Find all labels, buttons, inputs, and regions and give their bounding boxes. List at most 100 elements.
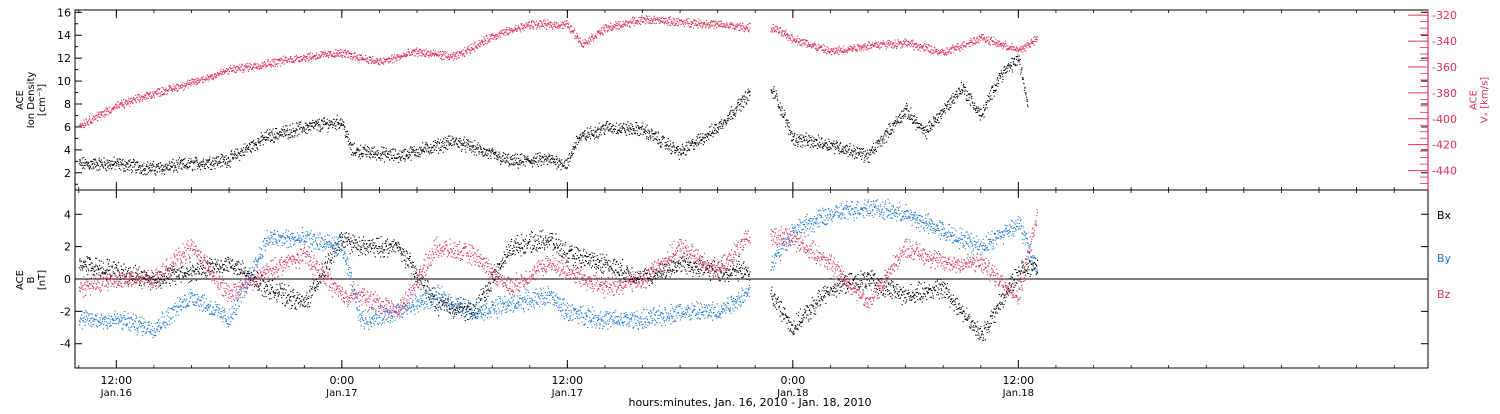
density-series-point bbox=[83, 162, 84, 163]
density-series-point bbox=[1011, 58, 1012, 59]
density-series-point bbox=[334, 119, 335, 120]
density-series-point bbox=[997, 86, 998, 87]
density-series-point bbox=[235, 154, 236, 155]
density-series-point bbox=[265, 140, 266, 141]
density-series-point bbox=[237, 149, 238, 150]
vx-series-point bbox=[568, 27, 569, 28]
density-series-point bbox=[533, 158, 534, 159]
vx-series-point bbox=[300, 61, 301, 62]
density-series-point bbox=[789, 127, 790, 128]
vx-series-point bbox=[523, 29, 524, 30]
vx-series-point bbox=[277, 66, 278, 67]
vx-series-point bbox=[160, 92, 161, 93]
vx-series-point bbox=[435, 50, 436, 51]
density-series-point bbox=[316, 124, 317, 125]
density-series-point bbox=[534, 163, 535, 164]
density-series-point bbox=[566, 160, 567, 161]
density-series-point bbox=[83, 167, 84, 168]
density-series-point bbox=[120, 159, 121, 160]
density-series-point bbox=[669, 149, 670, 150]
vx-series-point bbox=[426, 49, 427, 50]
density-series-point bbox=[300, 127, 301, 128]
density-series-point bbox=[518, 168, 519, 169]
vx-series-point bbox=[298, 57, 299, 58]
density-series-point bbox=[897, 120, 898, 121]
vx-series-point bbox=[147, 92, 148, 93]
density-series-point bbox=[156, 164, 157, 165]
density-series-point bbox=[160, 162, 161, 163]
density-series-point bbox=[544, 161, 545, 162]
density-series-point bbox=[926, 125, 927, 126]
vx-series-point bbox=[307, 58, 308, 59]
density-series-point bbox=[262, 135, 263, 136]
density-series-point bbox=[565, 167, 566, 168]
vx-series-point bbox=[184, 83, 185, 84]
density-series-point bbox=[299, 122, 300, 123]
density-series-point bbox=[1013, 63, 1014, 64]
density-series-point bbox=[404, 149, 405, 150]
vx-series-point bbox=[540, 29, 541, 30]
density-series-point bbox=[439, 150, 440, 151]
density-series-point bbox=[838, 147, 839, 148]
density-series-point bbox=[984, 117, 985, 118]
density-series-point bbox=[474, 149, 475, 150]
vx-series-point bbox=[178, 86, 179, 87]
density-series-point bbox=[900, 121, 901, 122]
density-series-point bbox=[717, 132, 718, 133]
vx-series-point bbox=[190, 85, 191, 86]
density-series-point bbox=[178, 168, 179, 169]
density-series-point bbox=[1003, 72, 1004, 73]
density-series-point bbox=[804, 139, 805, 140]
density-series-point bbox=[598, 137, 599, 138]
density-series-point bbox=[205, 164, 206, 165]
vx-series-point bbox=[92, 122, 93, 123]
density-series-point bbox=[580, 134, 581, 135]
vx-series-point bbox=[249, 63, 250, 64]
vx-series-point bbox=[544, 23, 545, 24]
density-series-point bbox=[837, 142, 838, 143]
density-series-point bbox=[244, 143, 245, 144]
density-series-point bbox=[941, 118, 942, 119]
density-series-point bbox=[185, 158, 186, 159]
density-series-point bbox=[903, 118, 904, 119]
vx-series-point bbox=[670, 19, 671, 20]
density-series-point bbox=[377, 154, 378, 155]
vx-series-point bbox=[480, 42, 481, 43]
vx-series-point bbox=[368, 62, 369, 63]
density-series-point bbox=[703, 137, 704, 138]
vx-series-point bbox=[485, 40, 486, 41]
vx-series-point bbox=[643, 22, 644, 23]
density-series-point bbox=[158, 163, 159, 164]
density-series-point bbox=[975, 108, 976, 109]
vx-series-point bbox=[735, 26, 736, 27]
density-series-point bbox=[310, 129, 311, 130]
density-series-point bbox=[487, 150, 488, 151]
density-series-point bbox=[171, 167, 172, 168]
density-series-point bbox=[468, 139, 469, 140]
density-series-point bbox=[468, 141, 469, 142]
vx-series-point bbox=[93, 120, 94, 121]
density-series-point bbox=[855, 154, 856, 155]
density-series-point bbox=[504, 158, 505, 159]
density-series-point bbox=[661, 142, 662, 143]
density-series-point bbox=[782, 114, 783, 115]
vx-series-point bbox=[649, 16, 650, 17]
density-series-point bbox=[681, 153, 682, 154]
vx-series-point bbox=[412, 54, 413, 55]
density-series-point bbox=[444, 142, 445, 143]
density-series-point bbox=[621, 132, 622, 133]
density-series-point bbox=[434, 149, 435, 150]
density-series-point bbox=[816, 145, 817, 146]
density-series-point bbox=[376, 151, 377, 152]
vx-series-point bbox=[675, 24, 676, 25]
density-series-point bbox=[385, 155, 386, 156]
density-series-point bbox=[433, 141, 434, 142]
density-series-point bbox=[918, 123, 919, 124]
density-series-point bbox=[269, 129, 270, 130]
density-series-point bbox=[946, 106, 947, 107]
density-series-point bbox=[942, 109, 943, 110]
density-series-point bbox=[936, 122, 937, 123]
vx-series-point bbox=[772, 29, 773, 30]
vx-series-point bbox=[665, 22, 666, 23]
density-series-point bbox=[526, 158, 527, 159]
